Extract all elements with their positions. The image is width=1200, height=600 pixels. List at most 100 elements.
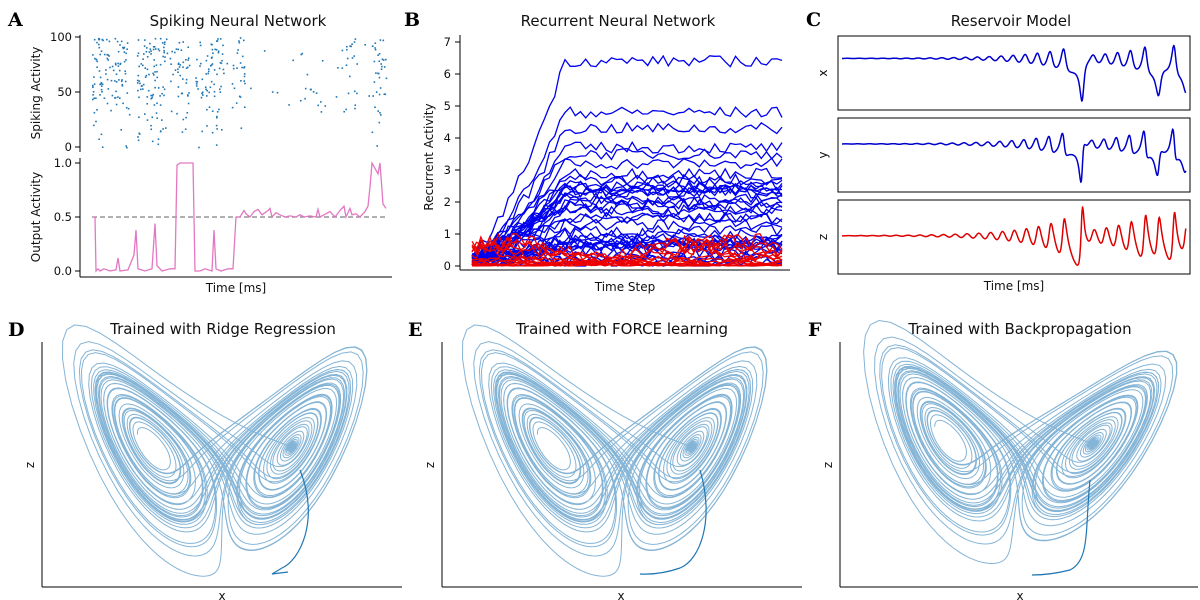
panel-b-ytick-label: 0 [444,259,451,273]
spike-dot [142,88,144,90]
spike-dot [165,127,167,129]
spike-dot [138,65,140,68]
spike-dot [300,53,303,56]
recurrent-line-blue [471,195,783,258]
spike-dot [346,57,349,60]
spike-dot [210,65,212,67]
spike-dot [106,78,109,81]
spike-dot [199,41,201,44]
panel-a-top-yticks: 0 50 100 [50,30,80,154]
spike-dot [220,85,222,88]
spike-dot [182,61,185,64]
spike-dot [195,77,197,79]
spike-dot [341,49,344,52]
spike-dot [92,94,94,96]
spike-dot [162,86,164,88]
spike-dot [216,116,218,119]
spike-dot [317,104,319,107]
spike-dot [221,129,223,131]
spike-dot [158,49,161,52]
spike-dot [152,93,154,96]
spike-dot [207,72,209,75]
spike-dot [243,73,246,75]
attractor-trajectory [863,319,1178,564]
panel-d-title: Trained with Ridge Regression [109,320,336,338]
spike-dot [377,72,380,75]
recurrent-line-blue [471,233,783,264]
spike-dot [107,88,110,90]
spike-dot [236,52,239,54]
spike-dot [116,40,119,43]
spike-dot [205,73,207,75]
panel-f: F Trained with Backpropagation z x [808,319,1198,600]
spike-dot [126,146,128,149]
spike-dot [163,51,165,54]
spike-dot [197,88,199,90]
spike-dot [139,82,141,85]
spike-raster [92,37,388,149]
spike-dot [157,138,160,140]
spike-dot [233,87,236,90]
spike-dot [212,52,214,54]
spike-dot [156,102,158,105]
panel-f-ylabel: z [821,462,835,468]
spike-dot [243,39,245,42]
spike-dot [380,63,382,65]
spike-dot [114,80,116,82]
spike-dot [157,48,160,50]
spike-dot [187,46,189,48]
spike-dot [383,66,386,68]
spike-dot [163,43,166,45]
spike-dot [151,95,154,97]
spike-dot [119,97,121,99]
spike-dot [243,66,246,68]
spike-dot [152,48,155,51]
panel-b-ytick-label: 7 [444,35,451,49]
panel-c-y-label: y [816,151,830,158]
spike-dot [364,44,366,46]
spike-dot [356,92,358,95]
spike-dot [117,96,119,98]
spike-dot [201,91,204,94]
spike-dot [102,39,104,42]
spike-dot [351,57,354,59]
spike-dot [220,62,223,65]
spike-dot [210,43,213,46]
spike-dot [196,81,199,83]
spike-dot [163,49,165,52]
spike-dot [243,80,245,82]
spike-dot [150,124,152,127]
spike-dot [100,88,103,91]
spike-dot [114,37,117,40]
spike-dot [124,70,126,72]
spike-dot [304,97,306,100]
spike-dot [153,74,155,76]
spike-dot [142,64,144,67]
spike-dot [215,144,218,146]
panel-a-bottom-tick-1: 1.0 [54,156,72,170]
spike-dot [378,76,381,79]
spike-dot [111,94,114,97]
spike-dot [142,58,144,60]
spike-dot [165,38,168,41]
recurrent-line-red [471,250,783,267]
spike-dot [101,83,104,85]
panel-c-z-label: z [816,234,830,240]
spike-dot [232,67,235,70]
spike-dot [371,131,374,134]
spike-dot [354,38,357,40]
spike-dot [151,140,154,143]
spike-dot [92,98,94,101]
spike-dot [147,89,150,92]
spike-dot [378,93,381,96]
panel-a-bottom-tick-05: 0.5 [54,210,72,224]
spike-dot [244,82,246,85]
spike-dot [99,76,102,79]
spike-dot [154,79,156,82]
spike-dot [105,69,107,71]
spike-dot [347,92,350,95]
recurrent-line-blue [471,106,783,257]
spike-dot [137,74,140,77]
reservoir-y-trace [842,127,1187,184]
attractor-transient [271,469,309,575]
